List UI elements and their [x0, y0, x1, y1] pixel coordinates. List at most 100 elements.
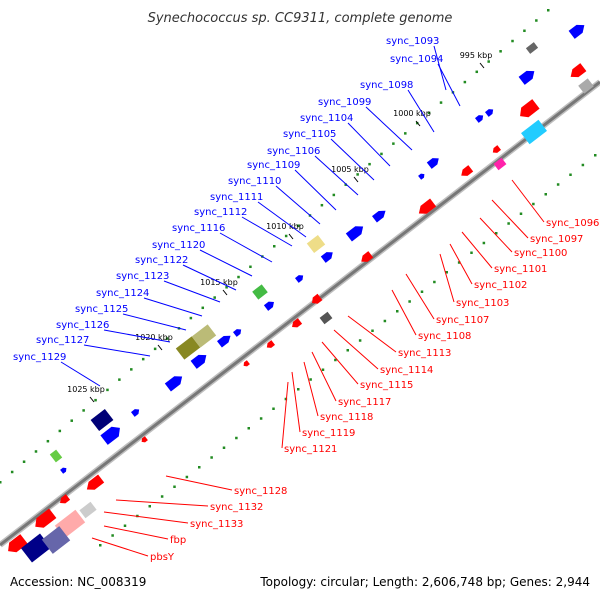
gc-marker — [463, 80, 467, 84]
gene-label-inner: sync_1128 — [234, 486, 287, 497]
gc-marker — [445, 271, 448, 274]
gene-leader-line — [449, 243, 473, 285]
gene-feature — [141, 436, 148, 443]
map-title: Synechococcus sp. CC9311, complete genom… — [148, 11, 453, 26]
gene-feature — [372, 210, 386, 223]
kbp-tick — [89, 396, 95, 403]
gc-marker — [309, 378, 312, 381]
gene-feature — [312, 293, 323, 304]
gene-label-outer: sync_1122 — [135, 255, 188, 266]
gc-marker — [189, 316, 193, 320]
gc-marker — [320, 203, 324, 207]
gene-feature — [361, 251, 374, 262]
kbp-tick — [288, 233, 294, 240]
gc-marker — [344, 183, 347, 186]
gc-marker — [594, 154, 597, 157]
gc-marker — [106, 388, 109, 392]
gene-label-outer: sync_1099 — [318, 97, 371, 108]
gene-leader-line — [303, 361, 319, 417]
gc-marker — [396, 310, 399, 313]
gene-leader-line — [199, 249, 253, 277]
gene-label-inner: sync_1133 — [190, 519, 243, 530]
gc-marker — [368, 162, 371, 166]
gc-marker — [22, 460, 26, 463]
gene-feature — [49, 449, 63, 463]
gene-feature — [521, 119, 547, 145]
gene-label-inner: sync_1108 — [418, 331, 471, 342]
gene-feature — [233, 329, 242, 337]
gene-label-inner: fbp — [170, 535, 186, 546]
gene-feature — [217, 335, 231, 348]
gc-marker — [247, 427, 250, 430]
gene-feature — [41, 526, 71, 554]
gc-marker — [371, 329, 374, 332]
gene-leader-line — [314, 155, 359, 196]
gc-marker — [185, 475, 189, 479]
gene-feature — [418, 198, 437, 214]
gene-label-inner: sync_1121 — [284, 444, 337, 455]
gene-leader-line — [103, 329, 171, 343]
gc-marker — [523, 29, 526, 33]
gene-leader-line — [491, 199, 529, 239]
kbp-tick — [157, 344, 163, 351]
gc-marker — [153, 347, 157, 351]
gene-feature — [525, 42, 539, 54]
gene-label-inner: sync_1103 — [456, 298, 509, 309]
gc-marker — [321, 368, 325, 371]
gene-leader-line — [103, 525, 169, 540]
gc-marker — [427, 111, 431, 115]
gene-feature — [190, 354, 207, 369]
gc-marker — [487, 60, 490, 63]
gene-feature — [295, 275, 304, 283]
gene-feature — [568, 24, 585, 39]
gene-feature — [520, 99, 540, 118]
gc-marker — [532, 202, 535, 206]
gc-marker — [165, 337, 169, 340]
gc-marker — [99, 544, 102, 547]
gene-leader-line — [330, 138, 375, 181]
kbp-tick — [222, 289, 228, 296]
gene-leader-line — [321, 341, 359, 385]
gene-feature — [426, 158, 439, 169]
gene-feature — [100, 426, 120, 445]
gene-label-layer: sync_1093 sync_1094 sync_1098 sync_1099sync… — [13, 36, 599, 563]
gene-label-inner: sync_1107 — [436, 315, 489, 326]
gene-feature — [35, 508, 57, 528]
gc-marker — [201, 306, 205, 310]
gene-label-outer: sync_1112 — [194, 207, 247, 218]
kbp-label: 1020 kbp — [135, 333, 173, 342]
kbp-label: 1005 kbp — [331, 165, 369, 174]
gene-leader-line — [182, 264, 237, 291]
gene-label-inner: sync_1097 — [530, 234, 583, 245]
gc-marker — [392, 142, 395, 145]
gc-marker — [482, 241, 486, 245]
gene-leader-line — [437, 63, 461, 107]
gc-marker — [118, 378, 121, 381]
gc-marker — [58, 429, 62, 433]
gene-label-inner: sync_1101 — [494, 264, 547, 275]
gc-marker — [420, 290, 424, 293]
gc-marker — [334, 358, 337, 362]
gene-label-inner: pbsY — [150, 552, 175, 563]
gc-marker — [272, 407, 275, 410]
gene-label-outer: sync_1127 — [36, 335, 89, 346]
gc-marker — [404, 132, 407, 135]
gene-feature — [418, 173, 425, 180]
gc-marker — [297, 388, 300, 391]
gc-marker — [507, 222, 510, 225]
gc-marker — [519, 212, 523, 215]
gene-feature — [252, 284, 268, 300]
gc-marker — [70, 419, 73, 422]
gene-feature — [319, 311, 333, 325]
genome-summary-text: Topology: circular; Length: 2,606,748 bp… — [259, 575, 590, 589]
gene-leader-line — [115, 499, 209, 507]
gc-marker — [470, 251, 473, 254]
gene-leader-line — [165, 475, 233, 491]
gc-marker — [356, 173, 359, 176]
gene-label-outer: sync_1116 — [172, 223, 225, 234]
gc-marker — [535, 19, 538, 22]
gene-leader-line — [365, 106, 413, 151]
kbp-label: 1000 kbp — [393, 109, 431, 118]
gc-marker — [111, 534, 114, 537]
gc-marker — [383, 319, 387, 323]
